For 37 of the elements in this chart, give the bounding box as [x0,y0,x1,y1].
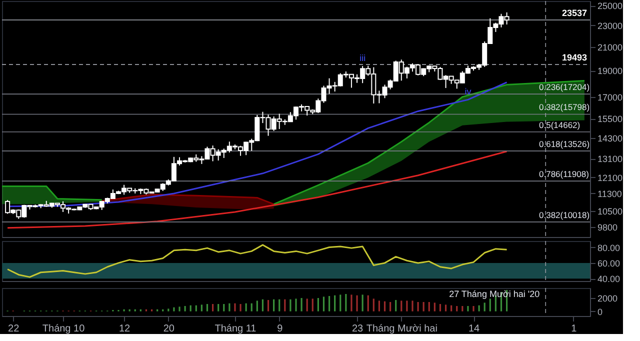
y-tick-label: 80.00 [598,242,620,253]
ref-line-label: 19493 [562,52,587,63]
x-tick-label: 23 [352,324,364,334]
y-tick-label: 23000 [598,20,623,31]
x-tick-label: 14 [468,324,480,334]
y-tick-label: 12100 [598,172,623,183]
x-tick-label: 9 [277,324,284,334]
y-tick-label: 0 [598,306,603,317]
x-tick-label: 12 [118,324,131,334]
annotation: iii [360,53,366,64]
annotation: iv [464,86,472,97]
y-tick-label: 14300 [598,133,623,144]
x-tick-label: 20 [163,324,175,334]
x-tick-label: Tháng 11 [214,324,257,334]
y-tick-label: 25000 [598,1,623,12]
ref-line-label: 0.786(11908) [539,169,590,180]
x-tick-label: 22 [8,324,20,334]
x-tick-label: Tháng 10 [42,324,86,334]
y-tick-label: 2000 [598,294,618,304]
ref-line-label: 0.618(13526) [539,138,590,149]
ref-line-label: 0.5(14662) [539,120,580,130]
ref-line-label: 0.236(17204) [539,82,590,92]
y-tick-label: 40.00 [598,274,620,284]
ref-line-label: 0.382(10018) [539,210,590,220]
y-tick-label: 21000 [598,42,623,52]
y-tick-label: 13100 [598,154,623,164]
y-tick-label: 17000 [598,92,623,102]
ref-line-label: 0.382(15798) [539,102,590,112]
ref-line-label: 23537 [562,8,587,18]
y-tick-label: 9800 [598,222,618,233]
x-tick-label: Tháng Mười hai [366,324,438,334]
y-tick-label: 19000 [598,66,623,76]
y-tick-label: 60.00 [598,258,620,268]
y-tick-label: 10500 [598,206,623,216]
y-tick-label: 11300 [598,188,622,199]
x-tick-label: 1 [571,324,578,334]
y-tick-label: 15500 [598,114,623,124]
